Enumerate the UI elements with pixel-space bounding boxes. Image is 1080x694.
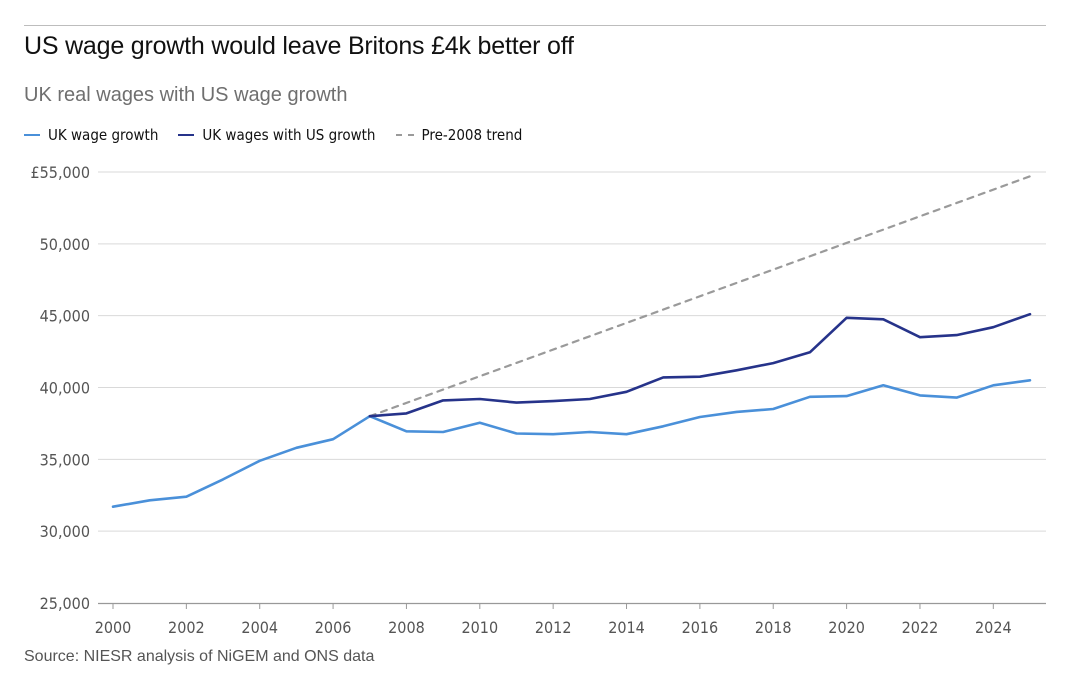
top-rule (24, 25, 1046, 26)
x-tick-label-2016: 2016 (682, 618, 719, 637)
x-tick-label-2018: 2018 (755, 618, 792, 637)
chart-subtitle: UK real wages with US wage growth (24, 84, 348, 106)
legend-label-us: UK wages with US growth (202, 126, 376, 144)
y-tick-label-40000: 40,000 (40, 379, 90, 398)
x-tick-label-2006: 2006 (315, 618, 352, 637)
legend-swatch-trend (395, 134, 414, 136)
source-note: Source: NIESR analysis of NiGEM and ONS … (24, 648, 375, 665)
legend-label-trend: Pre-2008 trend (421, 126, 523, 144)
x-tick-label-2010: 2010 (461, 618, 498, 637)
legend-item-uk: UK wage growth (24, 126, 158, 144)
y-tick-label-25000: 25,000 (40, 594, 90, 613)
x-tick-label-2000: 2000 (95, 618, 132, 637)
y-tick-label-45000: 45,000 (40, 307, 90, 326)
series-line-trend (368, 175, 1032, 418)
x-tick-label-2004: 2004 (241, 618, 278, 637)
x-tick-label-2022: 2022 (902, 618, 939, 637)
legend-item-us: UK wages with US growth (178, 126, 376, 144)
legend-label-uk: UK wage growth (48, 126, 159, 144)
x-tick-label-2020: 2020 (828, 618, 865, 637)
x-tick-label-2002: 2002 (168, 618, 205, 637)
y-tick-label-30000: 30,000 (40, 522, 90, 541)
chart-title: US wage growth would leave Britons £4k b… (24, 32, 574, 60)
y-tick-label-55000: £55,000 (30, 163, 90, 182)
x-tick-label-2024: 2024 (975, 618, 1012, 637)
legend-item-trend: Pre-2008 trend (395, 126, 523, 144)
y-tick-label-35000: 35,000 (40, 450, 90, 469)
x-tick-label-2012: 2012 (535, 618, 572, 637)
x-tick-label-2014: 2014 (608, 618, 645, 637)
legend: UK wage growth UK wages with US growth P… (24, 126, 542, 144)
series-line-uk (111, 378, 1032, 509)
x-tick-label-2008: 2008 (388, 618, 425, 637)
y-tick-label-50000: 50,000 (40, 235, 90, 254)
legend-swatch-us (178, 134, 195, 136)
legend-swatch-uk (24, 134, 40, 136)
series-line-us (368, 312, 1032, 418)
